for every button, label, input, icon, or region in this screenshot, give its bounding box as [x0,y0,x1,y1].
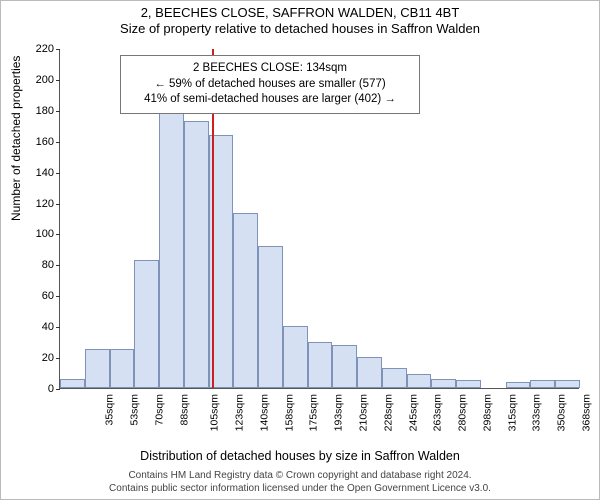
histogram-bar [159,107,184,388]
y-tick-label: 140 [36,167,54,179]
histogram-bar [530,380,555,388]
page-title: 2, BEECHES CLOSE, SAFFRON WALDEN, CB11 4… [1,5,599,20]
footer-line-1: Contains HM Land Registry data © Crown c… [1,470,599,483]
histogram-bar [308,342,333,388]
histogram-bar [60,379,85,388]
x-tick-label: 158sqm [283,394,295,431]
x-tick-label: 210sqm [357,394,369,431]
info-line-2: ← 59% of detached houses are smaller (57… [129,77,411,93]
x-tick-label: 193sqm [333,394,345,431]
y-tick-label: 200 [36,74,54,86]
histogram-bar [110,349,135,388]
y-tick-label: 80 [42,259,54,271]
x-tick-label: 35sqm [104,394,116,426]
histogram-bar [382,368,407,388]
x-tick-label: 245sqm [407,394,419,431]
histogram-bar [258,246,283,388]
histogram-bar [456,380,481,388]
histogram-bar [184,121,209,388]
y-tick-label: 20 [42,352,54,364]
x-tick-label: 53sqm [129,394,141,426]
y-tick-label: 180 [36,105,54,117]
x-axis-label: Distribution of detached houses by size … [1,449,599,463]
histogram-bar [134,260,159,388]
x-tick-label: 350sqm [555,394,567,431]
y-tick-label: 0 [48,383,54,395]
x-tick-label: 298sqm [481,394,493,431]
x-tick-label: 105sqm [209,394,221,431]
histogram-bar [555,380,580,388]
y-tick-label: 160 [36,136,54,148]
histogram-bar [283,326,308,388]
info-box: 2 BEECHES CLOSE: 134sqm ← 59% of detache… [120,55,420,114]
histogram-bar [85,349,110,388]
histogram-bar [407,374,432,388]
y-tick-label: 40 [42,321,54,333]
y-tick-label: 220 [36,43,54,55]
chart-plot-area: 020406080100120140160180200220 35sqm53sq… [59,49,579,389]
x-tick-label: 315sqm [506,394,518,431]
info-line-1: 2 BEECHES CLOSE: 134sqm [129,61,411,77]
x-tick-label: 333sqm [531,394,543,431]
y-tick-label: 120 [36,198,54,210]
x-tick-label: 140sqm [258,394,270,431]
x-tick-label: 263sqm [432,394,444,431]
histogram-bar [357,357,382,388]
histogram-bar [506,382,531,388]
histogram-bar [332,345,357,388]
x-tick-label: 175sqm [308,394,320,431]
info-line-3: 41% of semi-detached houses are larger (… [129,92,411,108]
y-tick-label: 100 [36,228,54,240]
y-axis-label: Number of detached properties [9,56,23,221]
x-tick-label: 88sqm [178,394,190,426]
y-tick-label: 60 [42,290,54,302]
x-tick-label: 228sqm [382,394,394,431]
x-tick-label: 368sqm [580,394,592,431]
x-tick-label: 280sqm [456,394,468,431]
histogram-bar [431,379,456,388]
page-subtitle: Size of property relative to detached ho… [1,21,599,36]
histogram-bar [233,213,258,388]
x-tick-label: 123sqm [234,394,246,431]
footer-line-2: Contains public sector information licen… [1,483,599,496]
x-tick-label: 70sqm [153,394,165,426]
footer-text: Contains HM Land Registry data © Crown c… [1,470,599,495]
